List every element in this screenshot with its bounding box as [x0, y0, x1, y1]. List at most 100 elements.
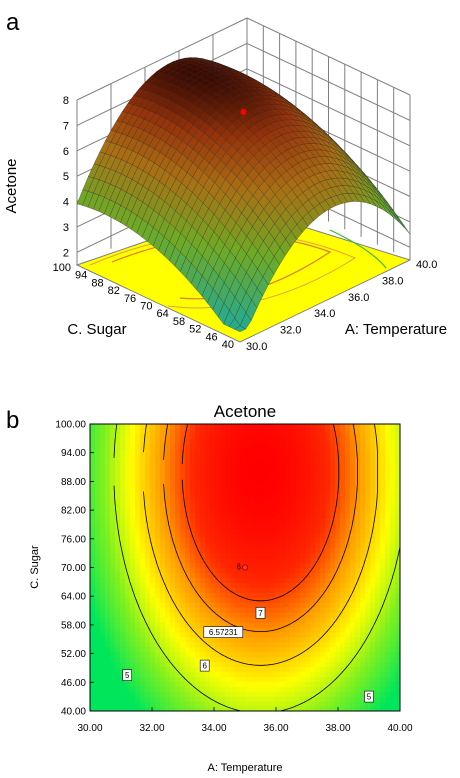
- heat-cell: [190, 661, 196, 668]
- heat-cell: [260, 424, 266, 430]
- heat-cell: [210, 641, 216, 648]
- heat-cell: [260, 616, 266, 623]
- heat-cell: [200, 706, 206, 711]
- heat-cell: [120, 562, 126, 569]
- heat-cell: [225, 607, 231, 613]
- heat-cell: [140, 567, 146, 574]
- heat-cell: [270, 597, 276, 603]
- heat-cell: [170, 612, 176, 618]
- heat-cell: [200, 522, 206, 529]
- heat-cell: [90, 513, 96, 519]
- heat-cell: [240, 527, 246, 534]
- heat-cell: [140, 468, 146, 475]
- heat-cell: [345, 473, 351, 480]
- heat-cell: [260, 701, 266, 707]
- heat-cell: [160, 424, 166, 430]
- heat-cell: [140, 473, 146, 480]
- surface-plot: Acetone C. Sugar A: Temperature 23456784…: [3, 17, 447, 353]
- heat-cell: [335, 572, 341, 578]
- heat-cell: [215, 473, 221, 480]
- heat-cell: [175, 676, 181, 682]
- heat-cell: [140, 453, 146, 460]
- heat-cell: [265, 676, 271, 682]
- heat-cell: [365, 552, 371, 559]
- heat-cell: [195, 701, 201, 707]
- heat-cell: [190, 656, 196, 663]
- heat-cell: [185, 532, 191, 539]
- heat-cell: [230, 552, 236, 559]
- heat-cell: [370, 661, 376, 668]
- heat-cell: [270, 503, 276, 509]
- heat-cell: [140, 448, 146, 455]
- heat-cell: [210, 438, 216, 445]
- heat-cell: [275, 626, 281, 633]
- heat-cell: [105, 616, 111, 623]
- heat-cell: [295, 681, 301, 687]
- heat-cell: [200, 443, 206, 450]
- heat-cell: [165, 503, 171, 509]
- heat-cell: [210, 572, 216, 578]
- heat-cell: [240, 518, 246, 524]
- heat-cell: [310, 577, 316, 583]
- heat-cell: [295, 661, 301, 668]
- heat-cell: [395, 706, 400, 711]
- heat-cell: [215, 493, 221, 499]
- heat-cell: [160, 557, 166, 564]
- heat-cell: [345, 651, 351, 658]
- heat-cell: [175, 636, 181, 643]
- heat-cell: [150, 656, 156, 663]
- heat-cell: [285, 468, 291, 475]
- heat-cell: [90, 424, 96, 430]
- heat-cell: [355, 701, 361, 707]
- heat-cell: [130, 552, 136, 559]
- heat-cell: [215, 691, 221, 697]
- heat-cell: [230, 567, 236, 574]
- heat-cell: [365, 621, 371, 628]
- heat-cell: [205, 557, 211, 564]
- heat-cell: [170, 518, 176, 524]
- heat-cell: [205, 552, 211, 559]
- heat-cell: [325, 557, 331, 564]
- heat-cell: [135, 542, 141, 549]
- heat-cell: [340, 676, 346, 682]
- heat-cell: [200, 651, 206, 658]
- heat-cell: [215, 453, 221, 460]
- heat-cell: [300, 424, 306, 430]
- heat-cell: [375, 522, 381, 529]
- heat-cell: [285, 602, 291, 608]
- heat-cell: [370, 631, 376, 638]
- heat-cell: [370, 493, 376, 499]
- heat-cell: [175, 448, 181, 455]
- heat-cell: [200, 656, 206, 663]
- heat-cell: [175, 661, 181, 668]
- heat-cell: [340, 621, 346, 628]
- heat-cell: [285, 701, 291, 707]
- heat-cell: [345, 478, 351, 484]
- heat-cell: [180, 572, 186, 578]
- heat-cell: [260, 602, 266, 608]
- heat-cell: [320, 651, 326, 658]
- heat-cell: [285, 562, 291, 569]
- heat-cell: [250, 646, 256, 653]
- heat-cell: [95, 651, 101, 658]
- y-axis-label-b: C. Sugar: [29, 545, 41, 589]
- heat-cell: [250, 701, 256, 707]
- heat-cell: [230, 616, 236, 623]
- heat-cell: [315, 458, 321, 465]
- heat-cell: [310, 582, 316, 588]
- heat-cell: [140, 631, 146, 638]
- heat-cell: [365, 671, 371, 677]
- heat-cell: [385, 641, 391, 648]
- heat-cell: [375, 503, 381, 509]
- heat-cell: [110, 602, 116, 608]
- heat-cell: [100, 557, 106, 564]
- heat-cell: [290, 537, 296, 544]
- heat-cell: [195, 656, 201, 663]
- heat-cell: [385, 557, 391, 564]
- heat-cell: [385, 592, 391, 598]
- heat-cell: [210, 483, 216, 489]
- heat-cell: [160, 458, 166, 465]
- heat-cell: [340, 626, 346, 633]
- heat-cell: [275, 532, 281, 539]
- y-tick-label-3d: 46: [205, 331, 217, 343]
